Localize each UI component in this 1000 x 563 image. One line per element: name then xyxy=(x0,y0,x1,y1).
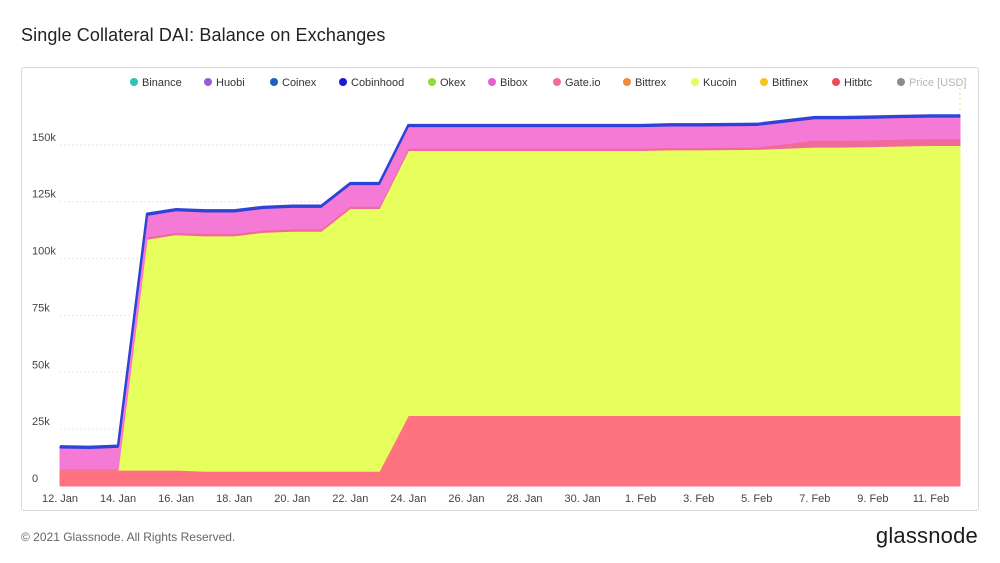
y-tick-label: 150k xyxy=(32,132,56,144)
legend-item-coinex[interactable]: Coinex xyxy=(270,77,317,89)
legend-label: Gate.io xyxy=(565,77,600,89)
legend-label: Bitfinex xyxy=(772,77,809,89)
x-tick-label: 1. Feb xyxy=(625,493,656,505)
x-tick-label: 14. Jan xyxy=(100,493,136,505)
x-tick-label: 5. Feb xyxy=(741,493,772,505)
legend-label: Bittrex xyxy=(635,77,667,89)
legend-label: Binance xyxy=(142,77,182,89)
x-tick-label: 20. Jan xyxy=(274,493,310,505)
legend-swatch xyxy=(623,78,631,86)
legend-item-bibox[interactable]: Bibox xyxy=(488,77,528,89)
legend-label: Bibox xyxy=(500,77,528,89)
x-tick-label: 26. Jan xyxy=(448,493,484,505)
x-tick-label: 18. Jan xyxy=(216,493,252,505)
copyright-footer: © 2021 Glassnode. All Rights Reserved. xyxy=(21,530,236,544)
legend-label: Cobinhood xyxy=(351,77,404,89)
legend-item-cobinhood[interactable]: Cobinhood xyxy=(339,77,404,89)
legend-swatch xyxy=(691,78,699,86)
chart-title: Single Collateral DAI: Balance on Exchan… xyxy=(21,25,386,45)
legend: Binance Huobi Coinex Cobinhood Okex Bibox Gate… xyxy=(130,77,966,89)
legend-label: Okex xyxy=(440,77,466,89)
legend-item-okex[interactable]: Okex xyxy=(428,77,466,89)
legend-item-gate-io[interactable]: Gate.io xyxy=(553,77,600,89)
legend-swatch xyxy=(270,78,278,86)
y-tick-label: 25k xyxy=(32,416,50,428)
legend-label: Coinex xyxy=(282,77,317,89)
legend-label: Hitbtc xyxy=(844,77,873,89)
legend-item-huobi[interactable]: Huobi xyxy=(204,77,245,89)
legend-label: Price [USD] xyxy=(909,77,966,89)
x-tick-label: 12. Jan xyxy=(42,493,78,505)
y-axis: 0 25k 50k 75k 100k 125k 150k xyxy=(32,132,56,485)
legend-label: Kucoin xyxy=(703,77,737,89)
legend-swatch xyxy=(428,78,436,86)
legend-swatch xyxy=(339,78,347,86)
legend-item-bittrex[interactable]: Bittrex xyxy=(623,77,667,89)
legend-swatch xyxy=(832,78,840,86)
legend-item-bitfinex[interactable]: Bitfinex xyxy=(760,77,809,89)
x-tick-label: 30. Jan xyxy=(565,493,601,505)
x-tick-label: 28. Jan xyxy=(506,493,542,505)
legend-item-price-usd-[interactable]: Price [USD] xyxy=(897,77,966,89)
chart-panel xyxy=(21,67,979,511)
y-tick-label: 75k xyxy=(32,302,50,314)
x-axis: 12. Jan 14. Jan 16. Jan 18. Jan 20. Jan 22. J… xyxy=(42,493,949,505)
x-tick-label: 22. Jan xyxy=(332,493,368,505)
legend-swatch xyxy=(130,78,138,86)
legend-item-kucoin[interactable]: Kucoin xyxy=(691,77,737,89)
legend-item-hitbtc[interactable]: Hitbtc xyxy=(832,77,873,89)
y-tick-label: 0 xyxy=(32,473,38,485)
glassnode-logo: glassnode xyxy=(875,523,978,548)
x-tick-label: 16. Jan xyxy=(158,493,194,505)
legend-item-binance[interactable]: Binance xyxy=(130,77,182,89)
x-tick-label: 24. Jan xyxy=(390,493,426,505)
x-tick-label: 11. Feb xyxy=(913,493,950,505)
legend-label: Huobi xyxy=(216,77,245,89)
series-top-edge xyxy=(59,114,960,449)
y-tick-label: 100k xyxy=(32,246,56,258)
legend-swatch xyxy=(488,78,496,86)
x-tick-label: 9. Feb xyxy=(857,493,888,505)
y-tick-label: 125k xyxy=(32,189,56,201)
legend-swatch xyxy=(204,78,212,86)
x-tick-label: 7. Feb xyxy=(799,493,830,505)
legend-swatch xyxy=(553,78,561,86)
legend-swatch xyxy=(897,78,905,86)
legend-swatch xyxy=(760,78,768,86)
x-tick-label: 3. Feb xyxy=(683,493,714,505)
series-areas xyxy=(59,114,961,487)
y-tick-label: 50k xyxy=(32,359,50,371)
